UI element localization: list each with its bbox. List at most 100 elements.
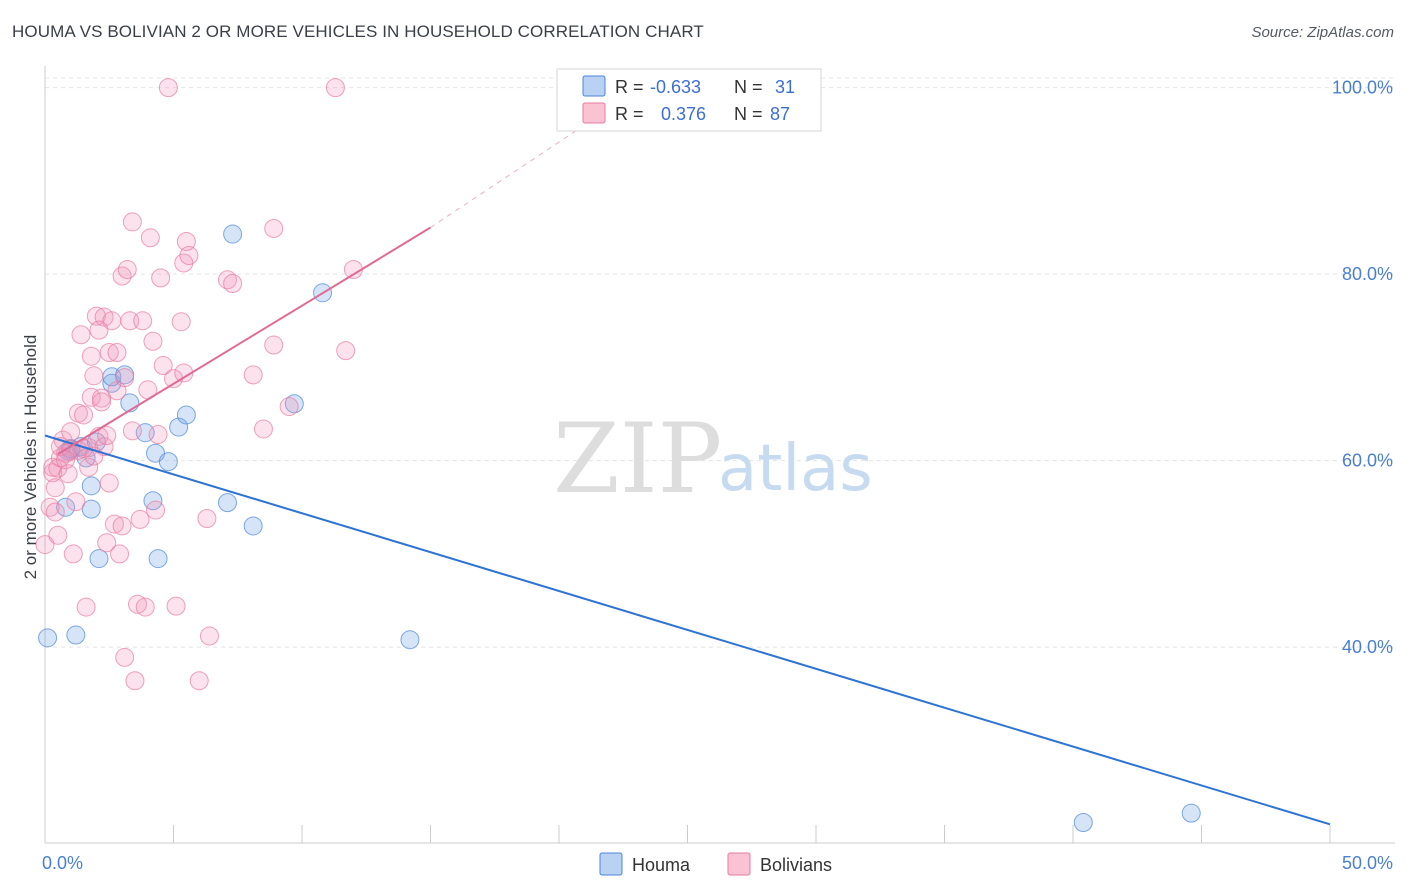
bolivians-point [92,392,112,412]
y-axis-label: 2 or more Vehicles in Household [21,335,40,580]
bolivians-n-value: 87 [770,104,790,124]
series-legend: Houma Bolivians [599,852,832,876]
houma-point [1073,812,1093,832]
bolivians-point [179,246,199,266]
bolivians-point [153,356,173,376]
bolivians-point [135,597,155,617]
houma-point [169,417,189,437]
houma-point [400,630,420,650]
houma-point [38,628,58,648]
bolivians-point [171,312,191,332]
houma-legend-label: Houma [632,855,691,875]
bolivians-point [63,544,83,564]
source-label: Source: ZipAtlas.com [1251,24,1394,41]
bolivians-point [143,331,163,351]
bolivians-point [128,594,148,614]
bolivians-point [189,671,209,691]
watermark-atlas: atlas [718,432,873,506]
bolivians-point [81,387,101,407]
bolivians-n-label: N = [734,104,763,124]
houma-point [56,497,76,517]
bolivians-point [223,273,243,293]
houma-r-label: R = [615,77,644,97]
y-tick-label: 100.0% [1332,78,1393,98]
bolivians-point [140,228,160,248]
houma-point [158,452,178,472]
bolivians-point [133,311,153,331]
grid-lines [45,77,1395,648]
bolivians-point [158,78,178,98]
bolivians-point [79,457,99,477]
bolivians-point [97,533,117,553]
bolivians-legend-swatch [582,102,606,124]
bolivians-point [97,425,117,445]
bolivians-point [279,397,299,417]
y-tick-label: 80.0% [1342,264,1393,284]
bolivians-point [71,325,91,345]
bolivians-point [166,596,186,616]
bolivians-point [125,671,145,691]
y-tick-labels: 40.0% 60.0% 80.0% 100.0% [1332,78,1393,658]
bolivians-point [197,508,217,528]
houma-point [89,549,109,569]
bolivians-point [45,502,65,522]
bolivians-point [35,535,55,555]
bolivians-point [115,368,135,388]
bolivians-point [99,342,119,362]
bolivians-point [99,473,119,493]
bolivians-r-label: R = [615,104,644,124]
bolivians-point [176,232,196,252]
bolivians-point [56,450,76,470]
houma-n-value: 31 [775,77,795,97]
stats-legend: R = -0.633 N = 31 R = 0.376 N = 87 [556,68,822,132]
bolivians-legend-label: Bolivians [760,855,832,875]
y-tick-label: 40.0% [1342,637,1393,657]
houma-point [148,549,168,569]
houma-point [217,493,237,513]
bolivians-bottom-swatch [727,852,751,876]
bolivians-point [217,270,237,290]
bolivians-point [45,478,65,498]
houma-trend-line [44,434,1331,826]
y-tick-label: 60.0% [1342,451,1393,471]
bolivians-point [110,544,130,564]
data-points [35,78,1201,832]
bolivians-point [81,346,101,366]
bolivians-point [84,366,104,386]
bolivians-point [253,419,273,439]
bolivians-point [148,425,168,445]
houma-legend-swatch [582,75,606,97]
watermark: ZIP atlas [553,403,873,515]
watermark-zip: ZIP [553,403,722,515]
bolivians-point [264,218,284,238]
bolivians-trend-extension [430,124,585,228]
houma-n-label: N = [734,77,763,97]
bolivians-point [336,341,356,361]
bolivians-point [61,422,81,442]
bolivians-point [112,266,132,286]
bolivians-point [122,421,142,441]
x-tick-label-max: 50.0% [1342,853,1393,873]
bolivians-point [48,525,68,545]
x-tick-label-min: 0.0% [42,853,83,873]
bolivians-point [74,405,94,425]
bolivians-point [151,268,171,288]
bolivians-point [264,335,284,355]
houma-point [176,405,196,425]
trend-lines [44,124,1331,826]
bolivians-point [115,647,135,667]
bolivians-point [104,514,124,534]
bolivians-point [66,492,86,512]
bolivians-point [58,464,78,484]
bolivians-point [199,626,219,646]
bolivians-point [76,597,96,617]
x-tick-labels: 0.0% 50.0% [42,853,1393,873]
houma-bottom-swatch [599,852,623,876]
houma-point [81,499,101,519]
houma-point [66,625,86,645]
houma-point [1181,803,1201,823]
bolivians-point [117,259,137,279]
bolivians-point [130,509,150,529]
bolivians-point [146,500,166,520]
